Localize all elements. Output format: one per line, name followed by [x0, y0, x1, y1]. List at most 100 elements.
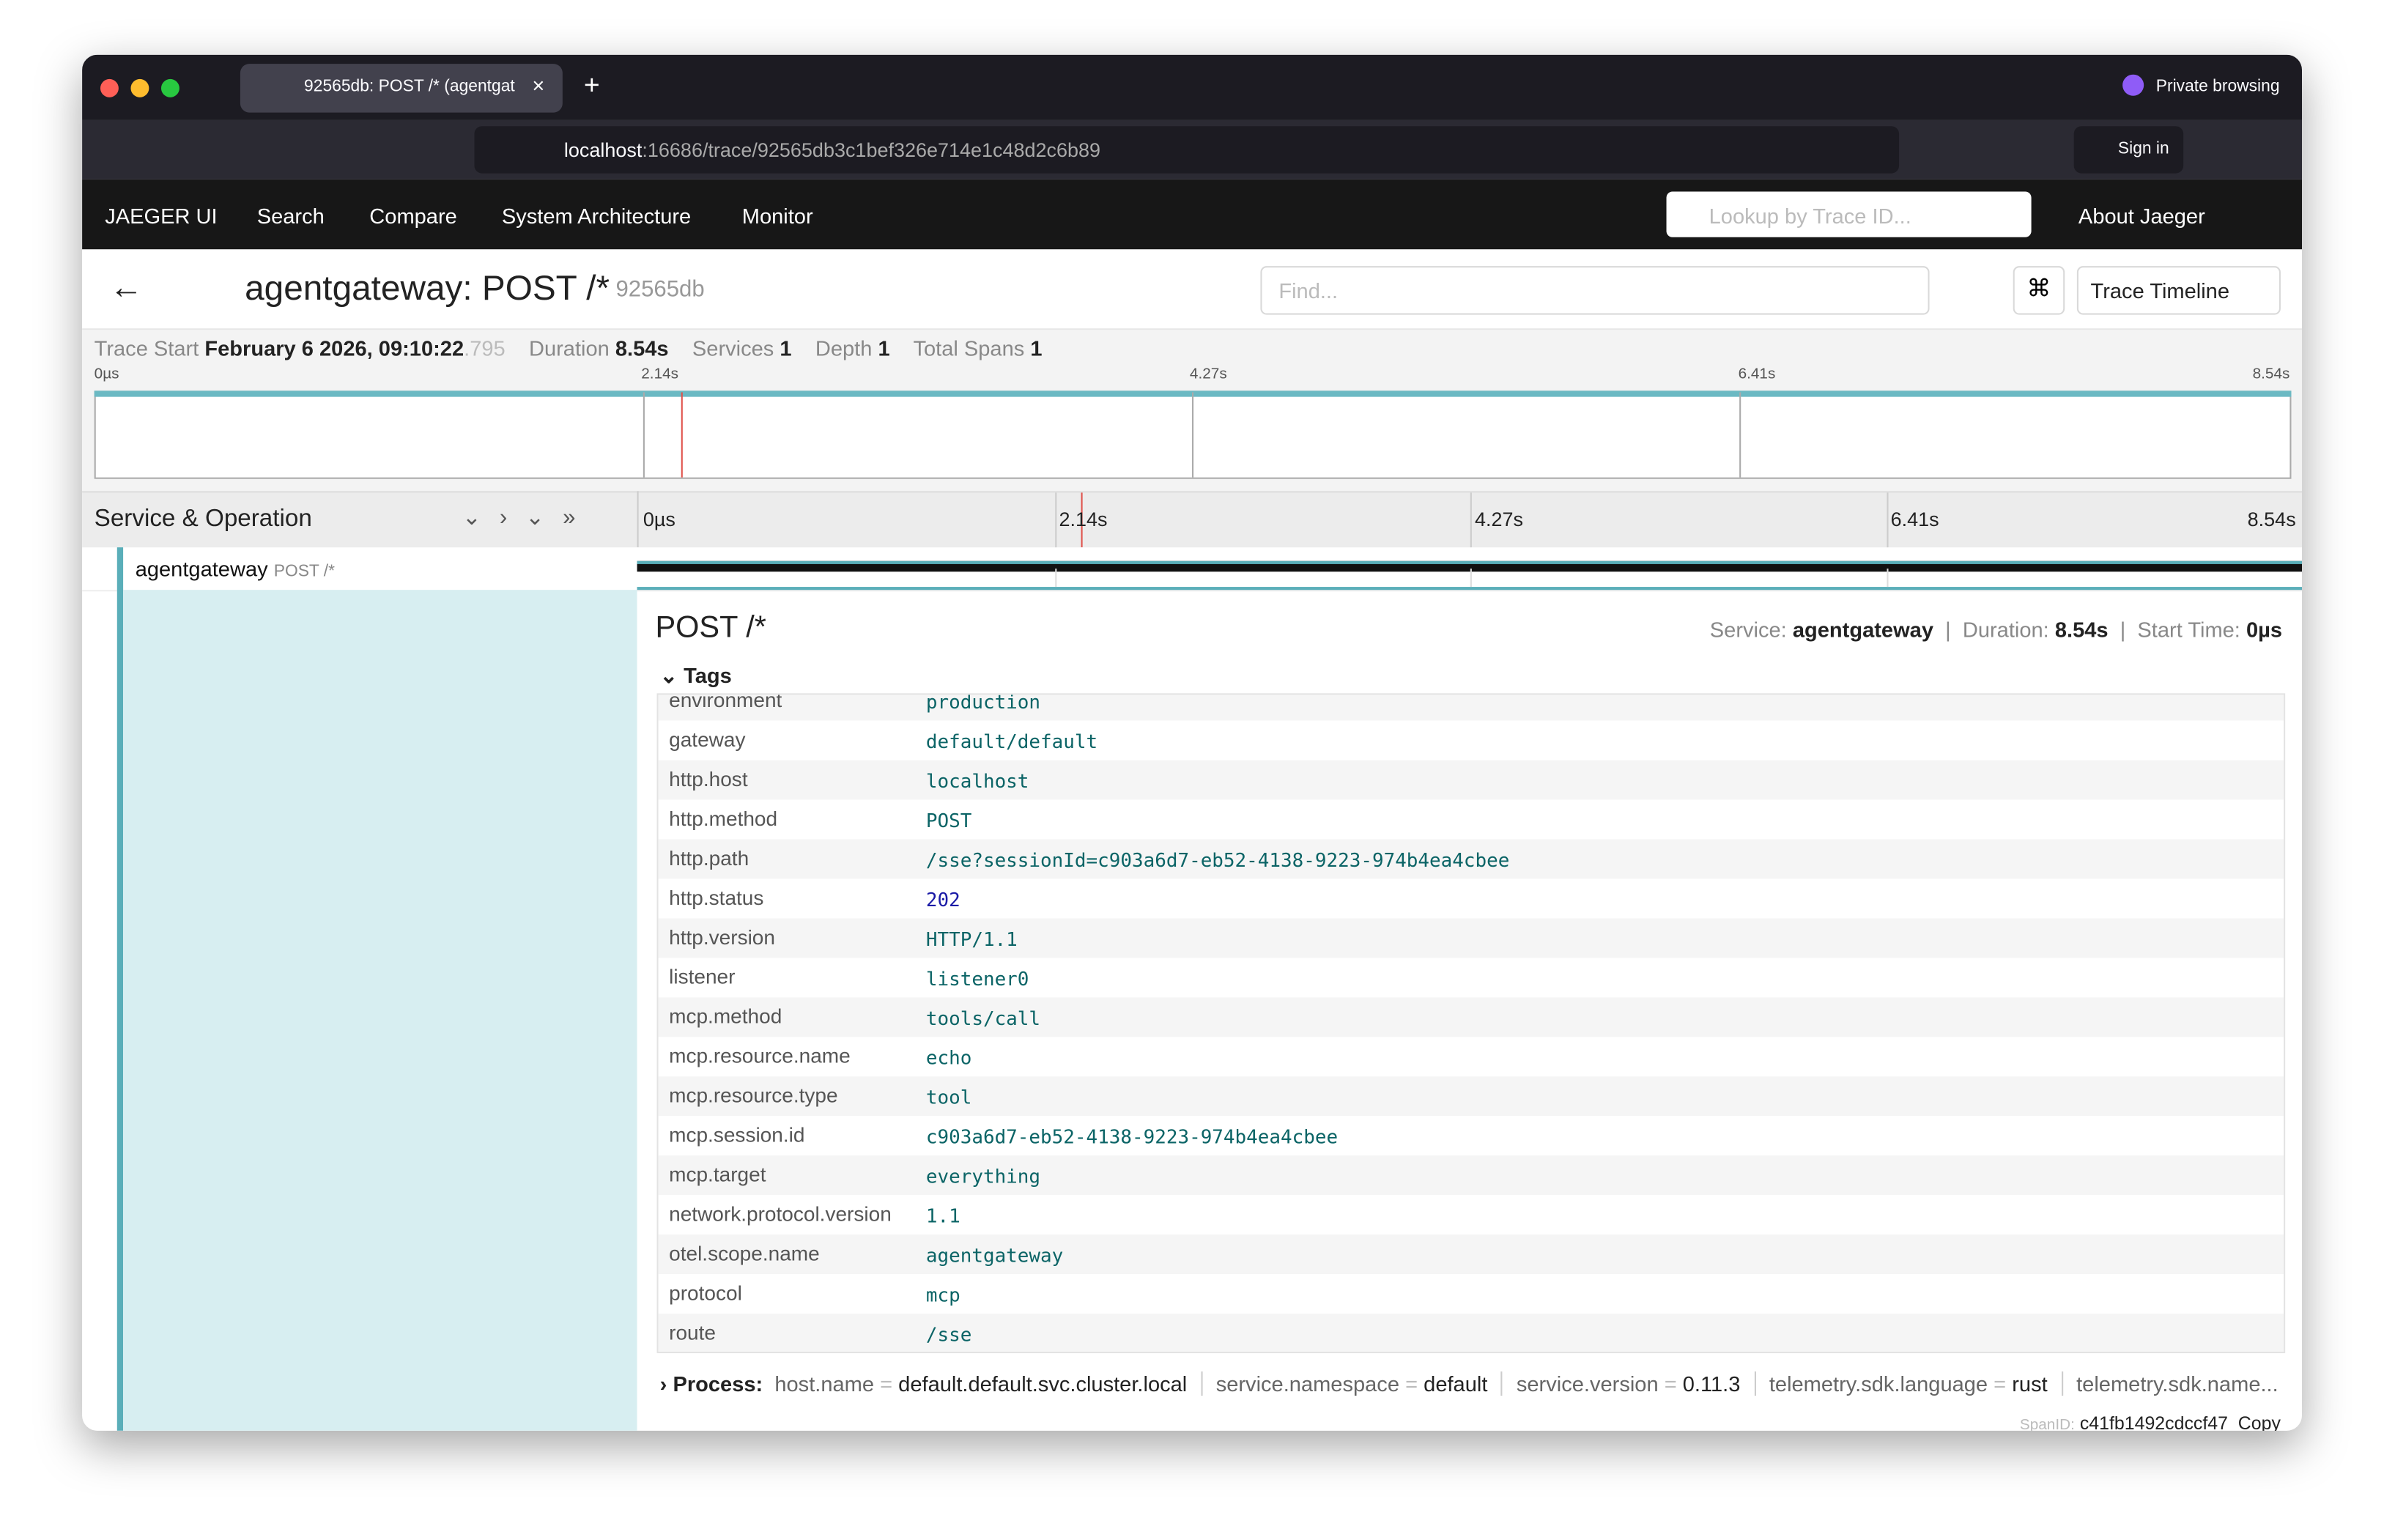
tag-row: mcp.session.id c903a6d7-eb52-4138-9223-97…	[658, 1116, 2284, 1156]
max-dot[interactable]	[160, 78, 179, 97]
span-service: agentgateway POST /*	[136, 557, 335, 581]
timeline-tick-label: 4.27s	[1475, 508, 1524, 531]
tag-row: http.status 202	[658, 878, 2284, 919]
process-item: service.namespace = default	[1200, 1371, 1488, 1396]
back-button[interactable]: ←	[109, 267, 144, 306]
start-label: Trace Start	[94, 336, 199, 360]
tag-value: everything	[925, 1164, 1041, 1188]
tag-row: mcp.resource.name echo	[658, 1037, 2284, 1077]
timeline-header-title: Service & Operation	[94, 506, 312, 533]
view-select[interactable]	[2076, 266, 2281, 315]
process-item: telemetry.sdk.language = rust	[1754, 1371, 2048, 1396]
tab[interactable]	[240, 64, 563, 113]
tag-row: mcp.resource.type tool	[658, 1076, 2284, 1117]
lookup-input[interactable]	[1666, 191, 2032, 237]
nav-item[interactable]: Monitor	[741, 204, 813, 229]
tag-value: 202	[925, 887, 960, 911]
minimap-tick-label: 0µs	[94, 366, 119, 383]
min-dot[interactable]	[130, 78, 149, 97]
span-id-label: SpanID:	[2019, 1417, 2075, 1431]
close-dot[interactable]	[100, 78, 119, 97]
private-icon	[2122, 74, 2144, 96]
tag-key: http.version	[669, 925, 775, 949]
process-eq: =	[1988, 1371, 2013, 1396]
process-item: service.version = 0.11.3	[1501, 1371, 1741, 1396]
tag-row: gateway default/default	[658, 720, 2284, 760]
tag-value: mcp	[925, 1283, 960, 1306]
tab-close[interactable]: ×	[532, 73, 545, 97]
nav-item[interactable]: System Architecture	[501, 204, 692, 229]
tag-value: c903a6d7-eb52-4138-9223-974b4ea4cbee	[925, 1125, 1339, 1148]
tag-key: http.status	[669, 886, 764, 910]
start-meta-value: 0µs	[2246, 617, 2283, 642]
minimap-cursor	[681, 392, 683, 478]
process-key: host.name	[774, 1371, 875, 1396]
about-menu[interactable]: About Jaeger	[2078, 204, 2205, 229]
url-bar[interactable]	[474, 126, 1900, 174]
timeline-tick-label: 8.54s	[2247, 508, 2296, 531]
minimap-tick-label: 4.27s	[1189, 366, 1227, 383]
tag-row: network.protocol.version 1.1	[658, 1195, 2284, 1235]
tag-value: 1.1	[925, 1204, 960, 1227]
process-item: telemetry.sdk.name...	[2061, 1371, 2279, 1396]
column-divider	[637, 491, 639, 548]
duration-label: Duration	[528, 336, 610, 360]
span-row-tick-line	[1886, 569, 1888, 588]
tag-key: environment	[669, 693, 782, 712]
span-service-name: agentgateway	[135, 556, 268, 581]
collapse-controls[interactable]: ⌄›⌄»	[462, 504, 594, 531]
nav-item[interactable]: Compare	[369, 204, 457, 229]
tag-key: mcp.resource.type	[669, 1084, 838, 1107]
spans-value: 1	[1030, 336, 1043, 360]
span-row-tick-line	[1054, 569, 1056, 588]
trace-header	[82, 249, 2303, 330]
timeline-tick-label: 2.14s	[1059, 508, 1108, 531]
process-value: 0.11.3	[1682, 1371, 1741, 1396]
tag-row: mcp.method tools/call	[658, 997, 2284, 1037]
services-value: 1	[780, 336, 792, 360]
tag-key: mcp.method	[669, 1004, 782, 1028]
tag-key: http.host	[669, 768, 748, 791]
timeline-tick-line	[1886, 492, 1888, 548]
tag-key: mcp.target	[669, 1163, 766, 1186]
tags-toggle[interactable]: ⌄ Tags	[659, 662, 732, 688]
tag-key: listener	[669, 965, 736, 988]
tag-row: mcp.target everything	[658, 1155, 2284, 1196]
tag-value: tools/call	[925, 1006, 1041, 1029]
copy-button[interactable]: Copy	[2237, 1412, 2281, 1431]
process-row[interactable]: › Process: host.name = default.default.s…	[659, 1371, 2279, 1396]
shortcut-button[interactable]: ⌘	[2013, 266, 2065, 315]
brand[interactable]: JAEGER UI	[105, 204, 218, 229]
minimap-tick-line	[643, 392, 645, 478]
minimap-tick-label: 8.54s	[2252, 366, 2290, 383]
tag-key: gateway	[669, 728, 746, 752]
find-placeholder: Find...	[1278, 278, 1339, 303]
tag-row: http.version HTTP/1.1	[658, 918, 2284, 958]
nav-item[interactable]: Search	[256, 204, 325, 229]
sign-in-button[interactable]	[2073, 126, 2184, 174]
tag-row: http.host localhost	[658, 760, 2284, 800]
service-color-bar	[116, 547, 124, 1431]
new-tab[interactable]: +	[583, 70, 600, 100]
tag-key: protocol	[669, 1281, 742, 1305]
span-id-row: SpanID: c41fb1492cdccf47 Copy	[2020, 1413, 2281, 1431]
tag-key: route	[669, 1321, 717, 1344]
span-operation: POST /*	[273, 562, 336, 581]
process-label: Process:	[673, 1371, 763, 1396]
url-host: localhost	[563, 138, 643, 161]
span-id: c41fb1492cdccf47	[2079, 1412, 2228, 1431]
tag-row: route/sse	[658, 1314, 2284, 1352]
process-key: service.namespace	[1215, 1371, 1400, 1396]
tag-row: protocol mcp	[658, 1274, 2284, 1314]
timeline-tick-label: 6.41s	[1890, 508, 1939, 531]
tag-key: otel.scope.name	[669, 1242, 820, 1265]
sign-in-label: Sign in	[2117, 139, 2169, 158]
process-value: default	[1424, 1371, 1488, 1396]
process-key: telemetry.sdk.language	[1769, 1371, 1988, 1396]
find-input[interactable]	[1260, 266, 1930, 315]
tag-value: echo	[925, 1045, 972, 1069]
trace-id: 92565db	[615, 276, 705, 303]
tag-row: listener listener0	[658, 958, 2284, 998]
